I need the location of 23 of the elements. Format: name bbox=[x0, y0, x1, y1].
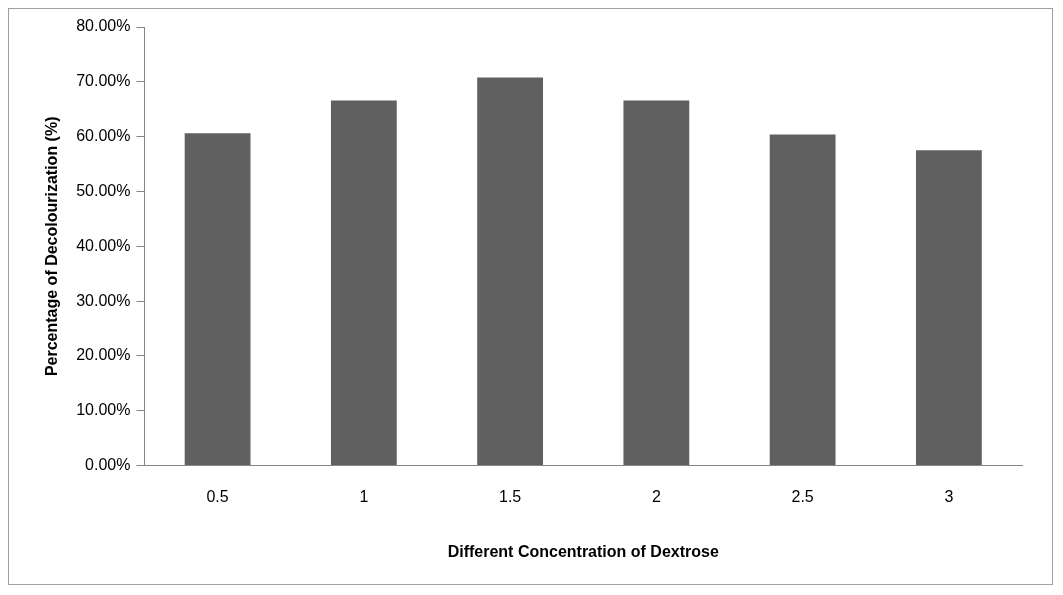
y-axis-title: Percentage of Decolourization (%) bbox=[43, 116, 61, 377]
x-tick-label: 1 bbox=[359, 487, 369, 505]
y-tick-label: 20.00% bbox=[76, 346, 131, 364]
y-tick-label: 50.00% bbox=[76, 181, 131, 199]
bar bbox=[915, 150, 982, 466]
bar bbox=[477, 77, 544, 466]
x-tick-label: 3 bbox=[944, 487, 954, 505]
y-tick-label: 70.00% bbox=[76, 72, 131, 90]
x-axis-title: Different Concentration of Dextrose bbox=[447, 542, 719, 560]
x-tick-label: 2 bbox=[651, 487, 661, 505]
y-tick-label: 30.00% bbox=[76, 291, 131, 309]
y-tick-label: 40.00% bbox=[76, 236, 131, 254]
bar bbox=[184, 133, 251, 466]
y-tick-label: 10.00% bbox=[76, 401, 131, 419]
y-tick-label: 0.00% bbox=[85, 456, 131, 474]
x-tick-label: 0.5 bbox=[206, 487, 229, 505]
bar bbox=[769, 134, 836, 466]
y-tick-label: 80.00% bbox=[76, 17, 131, 35]
x-tick-label: 2.5 bbox=[791, 487, 814, 505]
bar bbox=[623, 100, 690, 466]
bar bbox=[330, 100, 397, 466]
x-tick-label: 1.5 bbox=[498, 487, 522, 505]
y-tick-label: 60.00% bbox=[76, 127, 131, 145]
